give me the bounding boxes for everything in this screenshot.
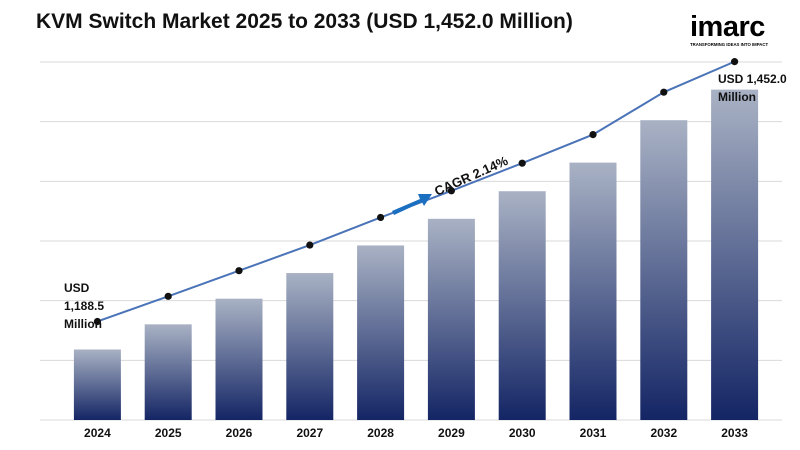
end-value-label: USD 1,452.0 Million bbox=[718, 72, 787, 104]
x-tick-label: 2027 bbox=[296, 426, 323, 440]
end-label-line-1: USD 1,452.0 bbox=[718, 72, 787, 86]
trend-point bbox=[518, 159, 526, 167]
end-label-line-2: Million bbox=[718, 90, 756, 104]
trend-point bbox=[660, 88, 668, 96]
cagr-arrow-icon bbox=[392, 194, 432, 215]
trend-point bbox=[377, 213, 385, 222]
logo-word: imarc bbox=[690, 11, 765, 43]
x-tick-label: 2032 bbox=[650, 426, 677, 440]
x-tick-label: 2024 bbox=[84, 426, 111, 440]
trend-point bbox=[589, 130, 597, 139]
start-label-line-3: Million bbox=[64, 317, 102, 331]
bar bbox=[640, 120, 688, 421]
bars bbox=[73, 89, 759, 421]
trend-point bbox=[235, 267, 243, 275]
bar bbox=[357, 245, 405, 420]
trend-point bbox=[164, 292, 172, 300]
bar bbox=[569, 162, 617, 421]
x-axis-ticks: 2024 2025 2026 2027 2028 2029 2030 2031 2032 2033 bbox=[84, 426, 748, 440]
bar bbox=[711, 89, 759, 421]
start-label-line-1: USD bbox=[64, 281, 90, 295]
x-tick-label: 2030 bbox=[509, 426, 536, 440]
bar bbox=[215, 298, 263, 420]
trend-point bbox=[447, 187, 455, 195]
bar bbox=[144, 324, 192, 420]
imarc-logo: imarc TRANSFORMING IDEAS INTO IMPACT bbox=[690, 6, 788, 50]
trend-point bbox=[731, 58, 739, 66]
bar bbox=[427, 218, 475, 420]
x-tick-label: 2025 bbox=[155, 426, 182, 440]
trend-point bbox=[93, 317, 101, 326]
x-tick-label: 2026 bbox=[226, 426, 253, 440]
bar bbox=[73, 349, 121, 420]
x-tick-label: 2028 bbox=[367, 426, 394, 440]
bar bbox=[286, 273, 334, 420]
x-tick-label: 2029 bbox=[438, 426, 465, 440]
x-tick-label: 2031 bbox=[580, 426, 607, 440]
logo-tagline: TRANSFORMING IDEAS INTO IMPACT bbox=[690, 42, 769, 47]
x-tick-label: 2033 bbox=[721, 426, 748, 440]
chart-title: KVM Switch Market 2025 to 2033 (USD 1,45… bbox=[36, 10, 573, 33]
start-value-label: USD 1,188.5 Million bbox=[64, 281, 104, 331]
imarc-logo-mark: imarc TRANSFORMING IDEAS INTO IMPACT bbox=[690, 11, 769, 47]
trend-line bbox=[97, 60, 735, 323]
trend-point bbox=[306, 241, 314, 249]
bar bbox=[498, 191, 546, 420]
start-label-line-2: 1,188.5 bbox=[64, 299, 104, 313]
cagr-annotation: CAGR 2.14% bbox=[392, 153, 511, 215]
